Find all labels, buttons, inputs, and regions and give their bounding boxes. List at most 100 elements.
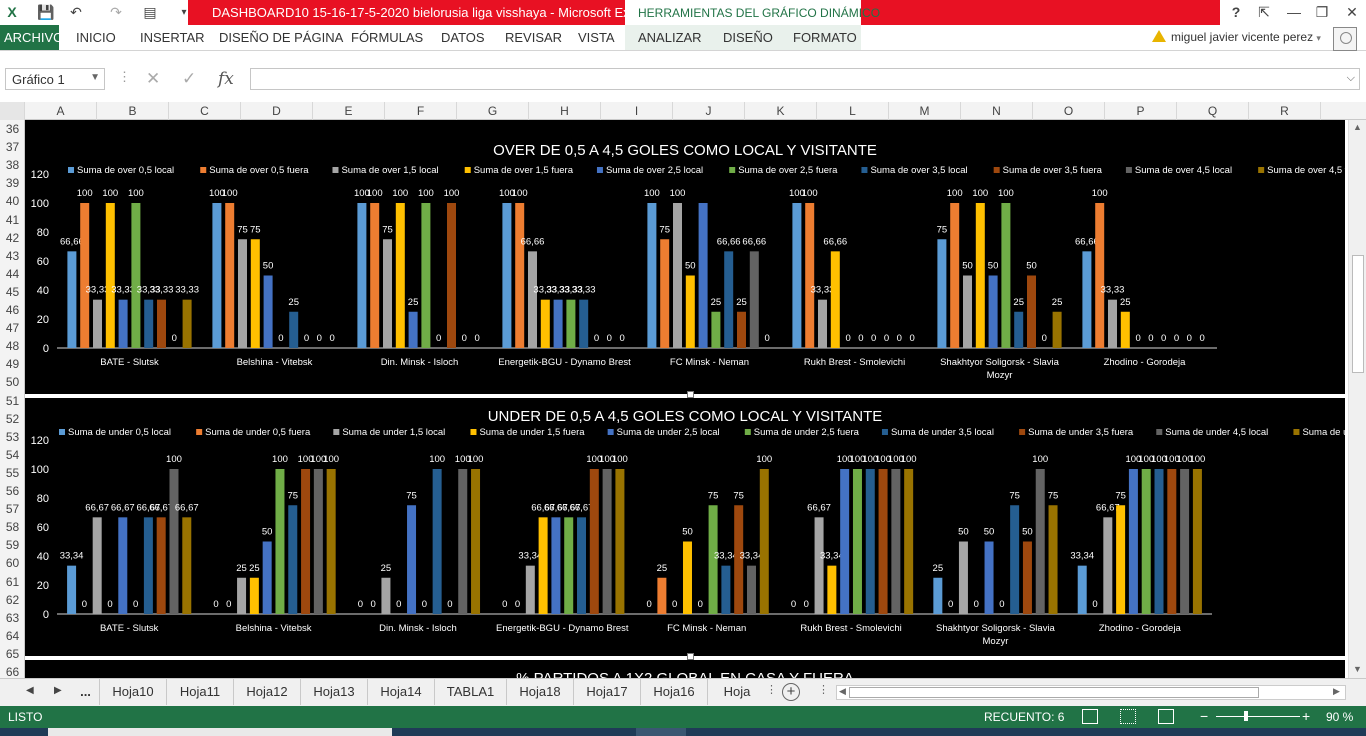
resize-handle[interactable] <box>687 653 694 660</box>
scrollbar-thumb[interactable] <box>849 687 1259 698</box>
restore-button[interactable]: ❐ <box>1315 3 1329 20</box>
row-header-61[interactable]: 61 <box>5 574 20 589</box>
horizontal-scrollbar[interactable]: ◀ ▶ <box>836 685 1346 700</box>
sheet-tab[interactable]: Hoja17 <box>574 679 641 705</box>
row-header-37[interactable]: 37 <box>5 140 20 155</box>
add-sheet-button[interactable]: + <box>782 683 800 701</box>
tab-diseno-pagina[interactable]: DISEÑO DE PÁGINA <box>219 30 344 45</box>
row-header-58[interactable]: 58 <box>5 520 20 535</box>
sheet-tab[interactable]: Hoja13 <box>301 679 368 705</box>
column-header-k[interactable]: K <box>745 102 817 120</box>
help-button[interactable]: ? <box>1231 4 1241 20</box>
scrollbar-thumb[interactable] <box>1352 255 1364 373</box>
ribbon-display-options-icon[interactable]: ⇱ <box>1258 3 1270 20</box>
taskbar-search[interactable] <box>48 728 392 736</box>
expand-formula-icon[interactable]: ⌵ <box>1346 72 1355 84</box>
row-header-47[interactable]: 47 <box>5 321 20 336</box>
row-header-41[interactable]: 41 <box>5 212 20 227</box>
zoom-out-button[interactable]: − <box>1200 708 1209 724</box>
row-header-54[interactable]: 54 <box>5 447 20 462</box>
page-layout-view-icon[interactable] <box>1120 709 1136 724</box>
row-header-60[interactable]: 60 <box>5 556 20 571</box>
column-header-e[interactable]: E <box>313 102 385 120</box>
zoom-slider-knob[interactable] <box>1244 711 1248 721</box>
quick-access-custom-icon[interactable]: ▤ <box>143 3 157 20</box>
splitter-icon[interactable]: ⋮ <box>818 684 829 696</box>
worksheet[interactable]: OVER DE 0,5 A 4,5 GOLES COMO LOCAL Y VIS… <box>25 120 1348 678</box>
sheet-tab[interactable]: Hoja10 <box>100 679 167 705</box>
scroll-up-icon[interactable]: ▲ <box>1353 122 1362 132</box>
row-header-66[interactable]: 66 <box>5 665 20 678</box>
over-goals-chart[interactable]: OVER DE 0,5 A 4,5 GOLES COMO LOCAL Y VIS… <box>25 120 1345 394</box>
column-header-m[interactable]: M <box>889 102 961 120</box>
under-goals-chart[interactable]: UNDER DE 0,5 A 4,5 GOLES COMO LOCAL Y VI… <box>25 398 1345 656</box>
tab-diseno[interactable]: DISEÑO <box>723 30 773 45</box>
tab-inicio[interactable]: INICIO <box>76 30 116 45</box>
vertical-scrollbar[interactable]: ▲ ▼ <box>1348 120 1366 678</box>
zoom-in-button[interactable]: + <box>1302 708 1311 724</box>
sheet-tab[interactable]: TABLA1 <box>435 679 507 705</box>
row-header-56[interactable]: 56 <box>5 484 20 498</box>
row-header-44[interactable]: 44 <box>5 266 20 281</box>
close-button[interactable]: ✕ <box>1346 3 1358 20</box>
tab-archivo[interactable]: ARCHIVO <box>0 25 63 50</box>
enter-icon[interactable]: ✓ <box>182 69 197 88</box>
column-header-l[interactable]: L <box>817 102 889 120</box>
row-header-48[interactable]: 48 <box>5 339 20 354</box>
resize-handle[interactable] <box>687 391 694 398</box>
more-tabs-icon[interactable]: ⋮ <box>766 684 777 696</box>
tab-revisar[interactable]: REVISAR <box>505 30 563 45</box>
select-all-corner[interactable] <box>0 102 25 120</box>
row-header-50[interactable]: 50 <box>5 375 20 390</box>
column-header-h[interactable]: H <box>529 102 601 120</box>
tab-vista[interactable]: VISTA <box>578 30 615 45</box>
row-header-53[interactable]: 53 <box>5 429 20 444</box>
scroll-right-icon[interactable]: ▶ <box>1333 686 1340 696</box>
tab-datos[interactable]: DATOS <box>441 30 485 45</box>
row-header-59[interactable]: 59 <box>5 538 20 553</box>
column-header-q[interactable]: Q <box>1177 102 1249 120</box>
cancel-icon[interactable]: ✕ <box>146 69 161 88</box>
column-header-c[interactable]: C <box>169 102 241 120</box>
column-header-j[interactable]: J <box>673 102 745 120</box>
next-sheet-icon[interactable]: ▶ <box>54 685 62 696</box>
tab-formato[interactable]: FORMATO <box>793 30 857 45</box>
undo-icon[interactable]: ↶ <box>70 3 82 20</box>
sheet-tab[interactable]: Hoja11 <box>167 679 234 705</box>
row-header-64[interactable]: 64 <box>5 628 20 643</box>
sheet-tab[interactable]: Hoja12 <box>234 679 301 705</box>
tab-insertar[interactable]: INSERTAR <box>140 30 205 45</box>
column-header-o[interactable]: O <box>1033 102 1105 120</box>
row-header-65[interactable]: 65 <box>5 646 20 661</box>
row-header-40[interactable]: 40 <box>5 194 20 209</box>
partial-1x2-chart[interactable]: % PARTIDOS A 1X2 GLOBAL EN CASA Y FUERA <box>25 660 1345 678</box>
row-header-39[interactable]: 39 <box>5 176 20 191</box>
row-header-45[interactable]: 45 <box>5 284 20 299</box>
sheet-tab[interactable]: Hoja16 <box>641 679 708 705</box>
row-header-42[interactable]: 42 <box>5 230 20 245</box>
redo-icon[interactable]: ↷ <box>110 3 122 20</box>
scroll-down-icon[interactable]: ▼ <box>1353 664 1362 674</box>
name-box[interactable]: Gráfico 1 ▼ <box>5 68 105 90</box>
taskbar-app[interactable] <box>636 728 686 736</box>
column-header-i[interactable]: I <box>601 102 673 120</box>
tab-analizar[interactable]: ANALIZAR <box>638 30 702 45</box>
sheet-tab[interactable]: Hoja18 <box>507 679 574 705</box>
insert-function-button[interactable]: fx <box>218 69 234 89</box>
row-header-63[interactable]: 63 <box>5 610 20 625</box>
row-header-51[interactable]: 51 <box>5 393 20 408</box>
column-header-b[interactable]: B <box>97 102 169 120</box>
row-header-38[interactable]: 38 <box>5 158 20 173</box>
tab-formulas[interactable]: FÓRMULAS <box>351 30 424 45</box>
user-account[interactable]: miguel javier vicente perez ▾ <box>1152 30 1321 44</box>
column-header-r[interactable]: R <box>1249 102 1321 120</box>
row-header-46[interactable]: 46 <box>5 303 20 317</box>
sheet-tab[interactable]: Hoja14 <box>368 679 435 705</box>
column-header-n[interactable]: N <box>961 102 1033 120</box>
column-header-a[interactable]: A <box>25 102 97 120</box>
column-header-d[interactable]: D <box>241 102 313 120</box>
column-header-f[interactable]: F <box>385 102 457 120</box>
previous-sheet-icon[interactable]: ◀ <box>26 685 34 696</box>
more-sheets-ellipsis[interactable]: ... <box>72 679 100 705</box>
row-header-49[interactable]: 49 <box>5 357 20 372</box>
